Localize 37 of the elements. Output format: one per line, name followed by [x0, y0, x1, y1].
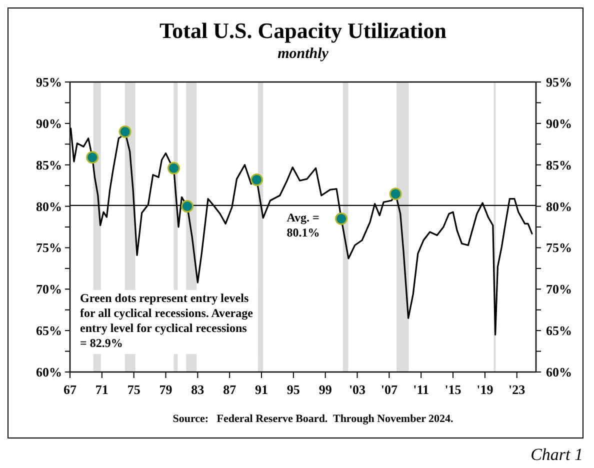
y-tick-label: 90% [36, 116, 62, 131]
y-tick-label: 60% [36, 364, 62, 380]
x-tick-label: 87 [223, 382, 237, 397]
y-tick-label: 75% [36, 240, 62, 256]
y2-tick-label: 95% [546, 74, 572, 90]
y2-tick-label: 80% [546, 198, 572, 214]
x-tick-label: '23 [508, 382, 526, 397]
y2-tick-label: 60% [546, 364, 572, 380]
y-tick-label: 70% [36, 282, 62, 297]
x-tick-label: '19 [476, 382, 494, 397]
x-tick-label: 83 [191, 382, 205, 397]
chart-title: Total U.S. Capacity Utilization [159, 18, 447, 43]
y-tick-label: 80% [36, 198, 62, 214]
x-tick-label: 75 [127, 382, 141, 397]
y-tick-label: 85% [36, 157, 62, 172]
x-tick-label: 71 [95, 382, 108, 397]
ref-line-label: Avg. = 80.1% [286, 210, 320, 240]
x-tick-label: 99 [318, 382, 332, 397]
x-tick-label: 91 [255, 382, 268, 397]
y2-tick-label: 65% [546, 323, 572, 338]
y-tick-label: 95% [36, 74, 62, 90]
x-tick-label: 95 [286, 382, 300, 397]
x-tick-label: '03 [348, 382, 366, 397]
y2-tick-label: 70% [546, 282, 572, 297]
y-tick-label: 65% [36, 323, 62, 338]
x-tick-label: '15 [444, 382, 462, 397]
y2-tick-label: 85% [546, 157, 572, 172]
chart-subtitle: monthly [278, 46, 329, 62]
y2-tick-label: 75% [546, 240, 572, 256]
caption: Chart 1 [530, 445, 583, 464]
x-tick-label: 79 [159, 382, 173, 397]
x-tick-label: '11 [413, 382, 430, 397]
annotation: Green dots represent entry levels for all cyclical recessions. Average entry level for cyclical recessions = 82.9% [80, 291, 254, 350]
source-note: Source: Federal Reserve Board. Through November 2024. [172, 413, 454, 425]
y2-tick-label: 90% [546, 116, 572, 131]
x-tick-label: 67 [64, 382, 77, 397]
x-tick-label: '07 [380, 382, 398, 397]
